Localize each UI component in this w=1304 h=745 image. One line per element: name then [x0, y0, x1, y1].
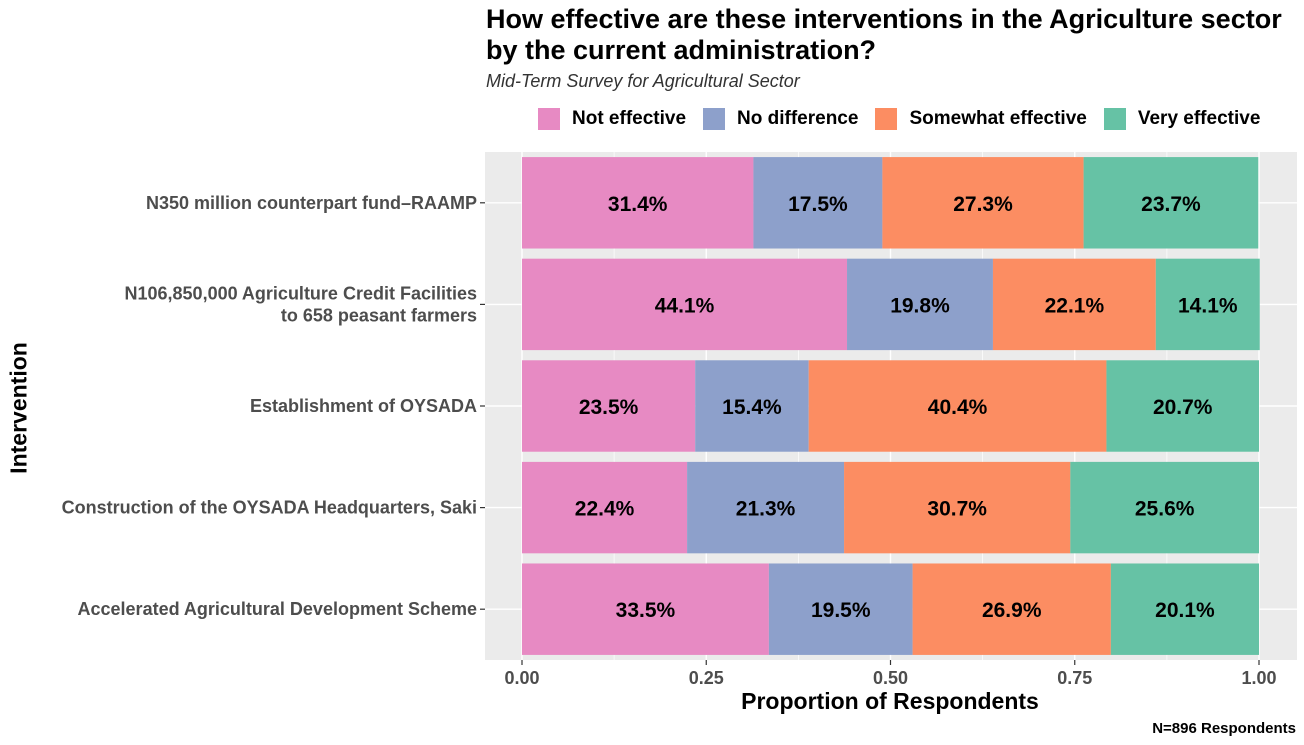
x-tick-label: 0.75: [1057, 668, 1092, 688]
legend: Not effective No difference Somewhat effec…: [538, 108, 1277, 130]
data-label: 19.5%: [811, 599, 871, 622]
data-label: 20.7%: [1153, 396, 1213, 419]
data-label: 26.9%: [982, 599, 1042, 622]
bar-segment: [753, 157, 883, 249]
bar-segment: [522, 563, 769, 655]
bar-segment: [695, 360, 809, 452]
y-tick-label: Establishment of OYSADA: [250, 396, 477, 416]
legend-item: Very effective: [1103, 108, 1261, 130]
bar-segment: [912, 563, 1111, 655]
data-label: 20.1%: [1155, 599, 1215, 622]
x-axis-label: Proportion of Respondents: [741, 688, 1039, 714]
bar-segment: [522, 360, 696, 452]
bar-segment: [1083, 157, 1259, 249]
y-tick-label: N350 million counterpart fund–RAAMP: [146, 193, 477, 213]
data-label: 44.1%: [655, 294, 715, 317]
data-label: 22.1%: [1045, 294, 1105, 317]
bar-segment: [808, 360, 1107, 452]
y-tick-label: Construction of the OYSADA Headquarters,…: [62, 498, 477, 518]
caption: N=896 Respondents: [1152, 720, 1296, 737]
bar-segment: [847, 258, 993, 351]
data-label: 19.8%: [890, 294, 950, 317]
y-tick-label: Accelerated Agricultural Development Sch…: [78, 599, 477, 619]
data-label: 14.1%: [1178, 294, 1238, 317]
bar-segment: [1110, 563, 1259, 655]
bar-segment: [1070, 461, 1259, 554]
legend-item: Not effective: [538, 108, 686, 130]
bar-segment: [768, 563, 913, 655]
legend-item: No difference: [703, 108, 858, 130]
bar-segment: [522, 258, 848, 351]
bar-segment: [844, 461, 1071, 554]
legend-key: [703, 108, 726, 130]
data-label: 40.4%: [928, 396, 988, 419]
x-tick-label: 1.00: [1241, 668, 1276, 688]
data-label: 33.5%: [616, 599, 676, 622]
chart-subtitle: Mid-Term Survey for Agricultural Sector: [486, 71, 800, 91]
data-label: 22.4%: [575, 498, 635, 521]
data-label: 23.5%: [579, 396, 639, 419]
data-label: 21.3%: [736, 498, 796, 521]
data-label: 27.3%: [953, 193, 1013, 216]
legend-key: [1103, 108, 1126, 130]
bar-segment: [882, 157, 1084, 249]
data-label: 31.4%: [608, 193, 668, 216]
y-axis-label: Intervention: [5, 342, 32, 474]
legend-label: Somewhat effective: [909, 108, 1087, 129]
bar-segment: [522, 157, 754, 249]
bar-segment: [522, 461, 688, 554]
x-tick-label: 0.00: [504, 668, 539, 688]
y-tick-label: N106,850,000 Agriculture Credit Faciliti…: [125, 283, 478, 325]
data-label: 17.5%: [788, 193, 848, 216]
legend-label: Not effective: [572, 108, 687, 129]
legend-label: No difference: [737, 108, 859, 129]
bar-segment: [687, 461, 845, 554]
bar-segment: [992, 258, 1156, 351]
data-label: 15.4%: [722, 396, 782, 419]
legend-key: [538, 108, 560, 130]
data-label: 23.7%: [1141, 193, 1201, 216]
legend-key: [875, 108, 898, 130]
data-label: 25.6%: [1135, 498, 1195, 521]
legend-item: Somewhat effective: [875, 108, 1087, 130]
bar-segment: [1106, 360, 1259, 452]
x-tick-label: 0.50: [873, 668, 908, 688]
legend-label: Very effective: [1137, 108, 1261, 129]
data-label: 30.7%: [927, 498, 987, 521]
chart-title: How effective are these interventions in…: [486, 4, 1282, 65]
bar-segment: [1155, 258, 1260, 351]
x-tick-label: 0.25: [689, 668, 724, 688]
